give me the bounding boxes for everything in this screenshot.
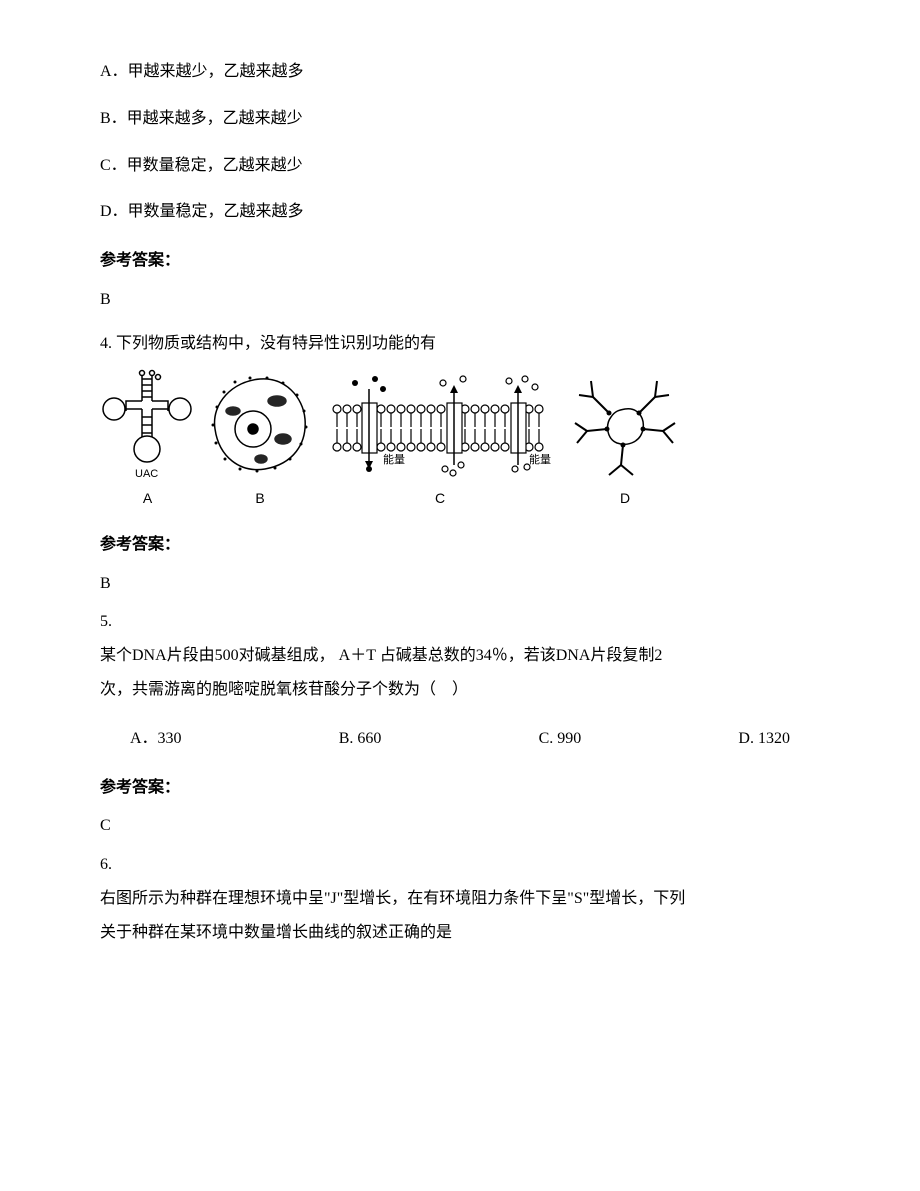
figure-b: B xyxy=(205,369,315,511)
option-5b: B. 660 xyxy=(339,725,382,754)
answer-label-3: 参考答案： xyxy=(100,247,820,276)
question-text-5b: 次，共需游离的胞嘧啶脱氧核苷酸分子个数为（ ） xyxy=(100,676,820,705)
question-text: 下列物质或结构中，没有特异性识别功能的有 xyxy=(116,335,436,352)
cell-icon xyxy=(205,369,315,484)
figure-a: UAC A xyxy=(100,369,195,511)
answer-label-5: 参考答案： xyxy=(100,774,820,803)
option-d: D．甲数量稳定，乙越来越多 xyxy=(100,198,820,227)
membrane-icon: 能量 能量 xyxy=(325,369,555,484)
figure-c: 能量 能量 C xyxy=(325,369,555,511)
energy-label-1: 能量 xyxy=(383,452,405,466)
figure-d: D xyxy=(565,369,685,511)
option-5a: A．330 xyxy=(130,725,182,754)
answer-label-4: 参考答案： xyxy=(100,531,820,560)
answer-value-4: B xyxy=(100,570,820,599)
antibody-icon xyxy=(565,369,685,484)
option-5d: D. 1320 xyxy=(738,725,790,754)
option-b: B．甲越来越多，乙越来越少 xyxy=(100,105,820,134)
question-5: 5. 某个DNA片段由500对碱基组成， A＋T 占碱基总数的34％，若该DNA… xyxy=(100,608,820,704)
figure-label-b: B xyxy=(205,486,315,511)
question-number-6: 6. xyxy=(100,856,112,873)
option-a: A．甲越来越少，乙越来越多 xyxy=(100,58,820,87)
question-text-6a: 右图所示为种群在理想环境中呈"J"型增长，在有环境阻力条件下呈"S"型增长，下列 xyxy=(100,885,820,914)
option-c: C．甲数量稳定，乙越来越少 xyxy=(100,152,820,181)
answer-value-5: C xyxy=(100,812,820,841)
figure-label-d: D xyxy=(565,486,685,511)
figure-label-a: A xyxy=(100,486,195,511)
uac-label: UAC xyxy=(135,468,158,480)
question-text-6b: 关于种群在某环境中数量增长曲线的叙述正确的是 xyxy=(100,919,820,948)
question-text-5a: 某个DNA片段由500对碱基组成， A＋T 占碱基总数的34％，若该DNA片段复… xyxy=(100,642,820,671)
figure-row-q4: UAC A xyxy=(100,369,820,511)
question-number-5: 5. xyxy=(100,613,112,630)
question-4: 4. 下列物质或结构中，没有特异性识别功能的有 xyxy=(100,330,820,359)
options-row-5: A．330 B. 660 C. 990 D. 1320 xyxy=(100,725,820,754)
question-number: 4. xyxy=(100,335,112,352)
answer-value-3: B xyxy=(100,286,820,315)
trna-icon: UAC xyxy=(100,369,195,484)
energy-label-2: 能量 xyxy=(529,452,551,466)
figure-label-c: C xyxy=(325,486,555,511)
question-6: 6. 右图所示为种群在理想环境中呈"J"型增长，在有环境阻力条件下呈"S"型增长… xyxy=(100,851,820,947)
option-5c: C. 990 xyxy=(539,725,582,754)
